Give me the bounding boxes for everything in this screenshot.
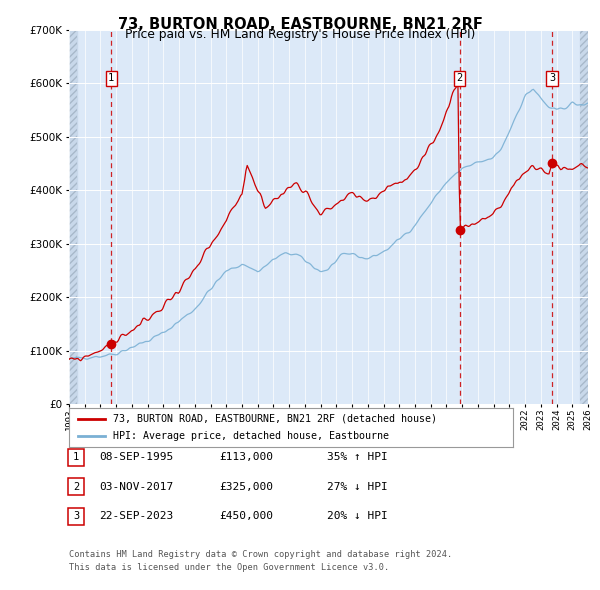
- Text: 08-SEP-1995: 08-SEP-1995: [99, 453, 173, 462]
- FancyBboxPatch shape: [68, 508, 85, 525]
- Text: This data is licensed under the Open Government Licence v3.0.: This data is licensed under the Open Gov…: [69, 563, 389, 572]
- Text: £113,000: £113,000: [219, 453, 273, 462]
- Bar: [69, 30, 77, 404]
- Text: 3: 3: [73, 512, 79, 521]
- Text: Price paid vs. HM Land Registry's House Price Index (HPI): Price paid vs. HM Land Registry's House …: [125, 28, 475, 41]
- Bar: [580, 30, 588, 404]
- Text: Contains HM Land Registry data © Crown copyright and database right 2024.: Contains HM Land Registry data © Crown c…: [69, 550, 452, 559]
- Text: 27% ↓ HPI: 27% ↓ HPI: [327, 482, 388, 491]
- FancyBboxPatch shape: [68, 478, 85, 495]
- Text: 2: 2: [73, 482, 79, 491]
- FancyBboxPatch shape: [68, 449, 85, 466]
- Bar: [69, 30, 77, 404]
- Text: 35% ↑ HPI: 35% ↑ HPI: [327, 453, 388, 462]
- Text: 1: 1: [108, 73, 115, 83]
- Text: £450,000: £450,000: [219, 512, 273, 521]
- Text: HPI: Average price, detached house, Eastbourne: HPI: Average price, detached house, East…: [113, 431, 389, 441]
- Text: 73, BURTON ROAD, EASTBOURNE, BN21 2RF (detached house): 73, BURTON ROAD, EASTBOURNE, BN21 2RF (d…: [113, 414, 437, 424]
- Text: 22-SEP-2023: 22-SEP-2023: [99, 512, 173, 521]
- Text: 3: 3: [549, 73, 555, 83]
- Text: 03-NOV-2017: 03-NOV-2017: [99, 482, 173, 491]
- Text: 1: 1: [73, 453, 79, 462]
- Bar: [580, 30, 588, 404]
- Text: 73, BURTON ROAD, EASTBOURNE, BN21 2RF: 73, BURTON ROAD, EASTBOURNE, BN21 2RF: [118, 17, 482, 31]
- Text: 20% ↓ HPI: 20% ↓ HPI: [327, 512, 388, 521]
- Text: £325,000: £325,000: [219, 482, 273, 491]
- Text: 2: 2: [457, 73, 463, 83]
